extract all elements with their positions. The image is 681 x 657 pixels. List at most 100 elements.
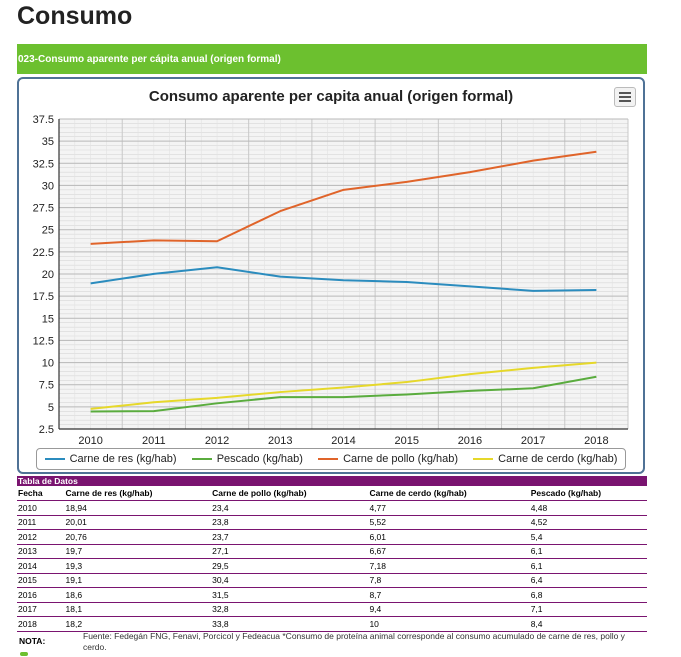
section-label: 023-Consumo aparente per cápita anual (o… xyxy=(18,54,281,65)
y-tick-label: 12.5 xyxy=(33,335,54,347)
table-row: 2017 18,1 32,8 9,4 7,1 xyxy=(17,602,647,617)
x-tick-label: 2018 xyxy=(584,435,608,447)
table-row: 2011 20,01 23,8 5,52 4,52 xyxy=(17,515,647,530)
series-line-carne-de-res-kg-hab xyxy=(90,266,597,292)
y-tick-label: 5 xyxy=(48,402,54,414)
y-tick-label: 20 xyxy=(42,269,54,281)
legend-label: Carne de cerdo (kg/hab) xyxy=(498,453,618,465)
table-cell: 4,48 xyxy=(529,500,647,516)
table-row: 2018 18,2 33,8 10 8,4 xyxy=(17,616,647,632)
table-cell: 20,01 xyxy=(64,515,212,530)
table-caption: Tabla de Datos xyxy=(17,476,647,486)
legend-item[interactable]: Carne de cerdo (kg/hab) xyxy=(473,453,617,465)
legend-swatch xyxy=(473,458,494,460)
table-row: 2014 19,3 29,5 7,18 6,1 xyxy=(17,558,647,574)
table-cell: 2014 xyxy=(17,558,65,574)
table-header-cell: Pescado (kg/hab) xyxy=(529,486,647,501)
x-tick-label: 2013 xyxy=(268,435,292,447)
table-cell: 2017 xyxy=(17,602,65,617)
table-cell: 7,8 xyxy=(368,573,530,588)
table-row: 2016 18,6 31,5 8,7 6,8 xyxy=(17,587,647,603)
table-cell: 18,94 xyxy=(64,500,212,516)
hamburger-menu-icon xyxy=(619,92,631,94)
x-tick-label: 2012 xyxy=(205,435,229,447)
table-cell: 5,52 xyxy=(368,515,530,530)
table-cell: 23,4 xyxy=(211,500,369,516)
table-cell: 5,4 xyxy=(529,529,647,545)
table-cell: 2013 xyxy=(17,544,65,559)
table-cell: 8,7 xyxy=(368,587,530,603)
table-cell: 8,4 xyxy=(529,616,647,632)
table-cell: 7,18 xyxy=(368,558,530,574)
table-row: 2015 19,1 30,4 7,8 6,4 xyxy=(17,573,647,588)
chart-menu-button[interactable] xyxy=(614,87,636,107)
table-cell: 33,8 xyxy=(211,616,369,632)
note-label: NOTA: xyxy=(19,636,46,646)
table-cell: 19,1 xyxy=(64,573,212,588)
y-tick-label: 25 xyxy=(42,225,54,237)
table-cell: 27,1 xyxy=(211,544,369,559)
table-cell: 18,6 xyxy=(64,587,212,603)
table-cell: 6,8 xyxy=(529,587,647,603)
series-line-carne-de-cerdo-kg-hab xyxy=(90,361,597,410)
legend-item[interactable]: Carne de pollo (kg/hab) xyxy=(318,453,458,465)
y-tick-label: 35 xyxy=(42,136,54,148)
table-cell: 32,8 xyxy=(211,602,369,617)
table-cell: 6,4 xyxy=(529,573,647,588)
table-cell: 2016 xyxy=(17,587,65,603)
chart-container: 2.5 5 7.5 10 12.5 15 17.5 20 22.5 25 27.5 30 32.5 35 3… xyxy=(17,77,645,474)
table-cell: 7,1 xyxy=(529,602,647,617)
legend-item[interactable]: Pescado (kg/hab) xyxy=(191,453,303,465)
table-cell: 19,7 xyxy=(64,544,212,559)
x-tick-label: 2010 xyxy=(78,435,102,447)
table-cell: 29,5 xyxy=(211,558,369,574)
section-header: 023-Consumo aparente per cápita anual (o… xyxy=(17,44,647,74)
x-tick-label: 2014 xyxy=(331,435,355,447)
y-tick-label: 10 xyxy=(42,358,54,370)
table-cell: 23,8 xyxy=(211,515,369,530)
x-tick-label: 2017 xyxy=(521,435,545,447)
table-cell: 23,7 xyxy=(211,529,369,545)
table-cell: 6,01 xyxy=(368,529,530,545)
y-tick-label: 2.5 xyxy=(39,424,54,436)
table-cell: 18,1 xyxy=(64,602,212,617)
series-line-pescado-kg-hab xyxy=(90,375,597,413)
table-row: 2013 19,7 27,1 6,67 6,1 xyxy=(17,544,647,559)
table-row: 2012 20,76 23,7 6,01 5,4 xyxy=(17,529,647,545)
table-cell: 6,1 xyxy=(529,544,647,559)
legend-item[interactable]: Carne de res (kg/hab) xyxy=(44,453,177,465)
legend-swatch xyxy=(44,458,65,460)
y-tick-label: 37.5 xyxy=(33,114,54,126)
table-row: 2010 18,94 23,4 4,77 4,48 xyxy=(17,500,647,516)
x-tick-label: 2011 xyxy=(142,435,166,447)
table-header-cell: Carne de res (kg/hab) xyxy=(64,486,212,501)
table-cell: 30,4 xyxy=(211,573,369,588)
table-header-row: Fecha Carne de res (kg/hab) Carne de pollo… xyxy=(17,486,647,501)
table-cell: 2011 xyxy=(17,515,65,530)
table-header-cell: Carne de pollo (kg/hab) xyxy=(211,486,369,501)
table-cell: 31,5 xyxy=(211,587,369,603)
table-cell: 2012 xyxy=(17,529,65,545)
data-table: Fecha Carne de res (kg/hab) Carne de pollo… xyxy=(17,486,647,632)
table-cell: 19,3 xyxy=(64,558,212,574)
page-title: Consumo xyxy=(17,2,133,30)
table-header-cell: Fecha xyxy=(17,486,65,501)
table-cell: 10 xyxy=(368,616,530,632)
table-cell: 20,76 xyxy=(64,529,212,545)
y-tick-label: 32.5 xyxy=(33,158,54,170)
y-tick-label: 7.5 xyxy=(39,380,54,392)
table-cell: 2015 xyxy=(17,573,65,588)
accent-mark xyxy=(20,652,28,656)
y-tick-label: 17.5 xyxy=(33,291,54,303)
y-tick-label: 22.5 xyxy=(33,247,54,259)
legend-label: Pescado (kg/hab) xyxy=(216,453,303,465)
chart-title: Consumo aparente per capita anual (orige… xyxy=(148,88,514,105)
data-table-container: Tabla de Datos Fecha Carne de res (kg/hab… xyxy=(17,476,647,632)
table-cell: 6,67 xyxy=(368,544,530,559)
table-cell: 18,2 xyxy=(64,616,212,632)
legend-swatch xyxy=(318,458,339,460)
table-cell: 9,4 xyxy=(368,602,530,617)
line-chart: 2.5 5 7.5 10 12.5 15 17.5 20 22.5 25 27.5 30 32.5 35 3… xyxy=(33,114,629,447)
y-tick-label: 27.5 xyxy=(33,203,54,215)
legend-label: Carne de pollo (kg/hab) xyxy=(343,453,459,465)
